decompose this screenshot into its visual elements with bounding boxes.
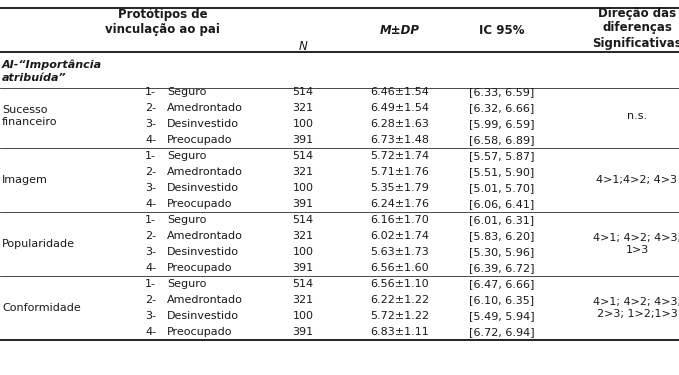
- Text: 1-: 1-: [145, 87, 156, 97]
- Text: 6.24±1.76: 6.24±1.76: [371, 199, 430, 209]
- Text: 100: 100: [293, 119, 314, 129]
- Text: 6.16±1.70: 6.16±1.70: [371, 215, 429, 225]
- Text: 5.71±1.76: 5.71±1.76: [371, 167, 429, 177]
- Text: Protótipos de
vinculação ao pai: Protótipos de vinculação ao pai: [105, 8, 220, 36]
- Text: 5.35±1.79: 5.35±1.79: [371, 183, 429, 193]
- Text: [5.99, 6.59]: [5.99, 6.59]: [469, 119, 535, 129]
- Text: 514: 514: [293, 151, 314, 161]
- Text: 6.56±1.60: 6.56±1.60: [371, 263, 429, 273]
- Text: Amedrontado: Amedrontado: [167, 231, 243, 241]
- Text: Preocupado: Preocupado: [167, 327, 232, 337]
- Text: [6.39, 6.72]: [6.39, 6.72]: [469, 263, 535, 273]
- Text: [6.01, 6.31]: [6.01, 6.31]: [469, 215, 534, 225]
- Text: 100: 100: [293, 247, 314, 257]
- Text: Seguro: Seguro: [167, 87, 206, 97]
- Text: 6.49±1.54: 6.49±1.54: [371, 103, 430, 113]
- Text: 3-: 3-: [145, 311, 156, 321]
- Text: n.s.: n.s.: [627, 111, 647, 121]
- Text: 321: 321: [293, 167, 314, 177]
- Text: Amedrontado: Amedrontado: [167, 103, 243, 113]
- Text: [6.10, 6.35]: [6.10, 6.35]: [469, 295, 534, 305]
- Text: 391: 391: [293, 263, 314, 273]
- Text: 6.73±1.48: 6.73±1.48: [371, 135, 430, 145]
- Text: [5.30, 5.96]: [5.30, 5.96]: [469, 247, 534, 257]
- Text: 3-: 3-: [145, 247, 156, 257]
- Text: [6.47, 6.66]: [6.47, 6.66]: [469, 279, 534, 289]
- Text: 2-: 2-: [145, 231, 156, 241]
- Text: 4-: 4-: [145, 199, 156, 209]
- Text: 2-: 2-: [145, 103, 156, 113]
- Text: 391: 391: [293, 327, 314, 337]
- Text: 6.28±1.63: 6.28±1.63: [371, 119, 429, 129]
- Text: 100: 100: [293, 311, 314, 321]
- Text: 2-: 2-: [145, 295, 156, 305]
- Text: 6.56±1.10: 6.56±1.10: [371, 279, 429, 289]
- Text: 4-: 4-: [145, 135, 156, 145]
- Text: [6.06, 6.41]: [6.06, 6.41]: [469, 199, 534, 209]
- Text: Desinvestido: Desinvestido: [167, 247, 239, 257]
- Text: 4>1; 4>2; 4>3;
2>3; 1>2;1>3: 4>1; 4>2; 4>3; 2>3; 1>2;1>3: [593, 297, 679, 319]
- Text: Imagem: Imagem: [2, 175, 48, 185]
- Text: 6.46±1.54: 6.46±1.54: [371, 87, 429, 97]
- Text: 6.02±1.74: 6.02±1.74: [371, 231, 430, 241]
- Text: 4>1; 4>2; 4>3;
1>3: 4>1; 4>2; 4>3; 1>3: [593, 233, 679, 255]
- Text: 3-: 3-: [145, 119, 156, 129]
- Text: [5.51, 5.90]: [5.51, 5.90]: [469, 167, 534, 177]
- Text: 4>1;4>2; 4>3: 4>1;4>2; 4>3: [596, 175, 678, 185]
- Text: Seguro: Seguro: [167, 215, 206, 225]
- Text: Seguro: Seguro: [167, 151, 206, 161]
- Text: N: N: [299, 40, 308, 54]
- Text: Seguro: Seguro: [167, 279, 206, 289]
- Text: 4-: 4-: [145, 327, 156, 337]
- Text: 6.83±1.11: 6.83±1.11: [371, 327, 429, 337]
- Text: M±DP: M±DP: [380, 24, 420, 36]
- Text: Amedrontado: Amedrontado: [167, 167, 243, 177]
- Text: 2-: 2-: [145, 167, 156, 177]
- Text: 5.72±1.74: 5.72±1.74: [371, 151, 430, 161]
- Text: 1-: 1-: [145, 215, 156, 225]
- Text: 321: 321: [293, 103, 314, 113]
- Text: 321: 321: [293, 295, 314, 305]
- Text: [5.83, 6.20]: [5.83, 6.20]: [469, 231, 534, 241]
- Text: Direção das
diferenças
Significativas: Direção das diferenças Significativas: [592, 6, 679, 50]
- Text: Desinvestido: Desinvestido: [167, 311, 239, 321]
- Text: 5.72±1.22: 5.72±1.22: [371, 311, 430, 321]
- Text: 321: 321: [293, 231, 314, 241]
- Text: Desinvestido: Desinvestido: [167, 119, 239, 129]
- Text: [6.32, 6.66]: [6.32, 6.66]: [469, 103, 534, 113]
- Text: 514: 514: [293, 279, 314, 289]
- Text: [5.01, 5.70]: [5.01, 5.70]: [469, 183, 534, 193]
- Text: 5.63±1.73: 5.63±1.73: [371, 247, 429, 257]
- Text: Popularidade: Popularidade: [2, 239, 75, 249]
- Text: 1-: 1-: [145, 151, 156, 161]
- Text: 391: 391: [293, 199, 314, 209]
- Text: Desinvestido: Desinvestido: [167, 183, 239, 193]
- Text: Sucesso
financeiro: Sucesso financeiro: [2, 105, 58, 127]
- Text: 3-: 3-: [145, 183, 156, 193]
- Text: [5.57, 5.87]: [5.57, 5.87]: [469, 151, 535, 161]
- Text: Preocupado: Preocupado: [167, 263, 232, 273]
- Text: atribuída”: atribuída”: [2, 73, 67, 83]
- Text: 391: 391: [293, 135, 314, 145]
- Text: IC 95%: IC 95%: [479, 24, 525, 36]
- Text: 514: 514: [293, 215, 314, 225]
- Text: [6.58, 6.89]: [6.58, 6.89]: [469, 135, 535, 145]
- Text: Preocupado: Preocupado: [167, 135, 232, 145]
- Text: [6.72, 6.94]: [6.72, 6.94]: [469, 327, 535, 337]
- Text: Preocupado: Preocupado: [167, 199, 232, 209]
- Text: [6.33, 6.59]: [6.33, 6.59]: [469, 87, 534, 97]
- Text: 1-: 1-: [145, 279, 156, 289]
- Text: 514: 514: [293, 87, 314, 97]
- Text: Conformidade: Conformidade: [2, 303, 81, 313]
- Text: 6.22±1.22: 6.22±1.22: [371, 295, 430, 305]
- Text: AI-“Importância: AI-“Importância: [2, 60, 102, 70]
- Text: Amedrontado: Amedrontado: [167, 295, 243, 305]
- Text: [5.49, 5.94]: [5.49, 5.94]: [469, 311, 535, 321]
- Text: 100: 100: [293, 183, 314, 193]
- Text: 4-: 4-: [145, 263, 156, 273]
